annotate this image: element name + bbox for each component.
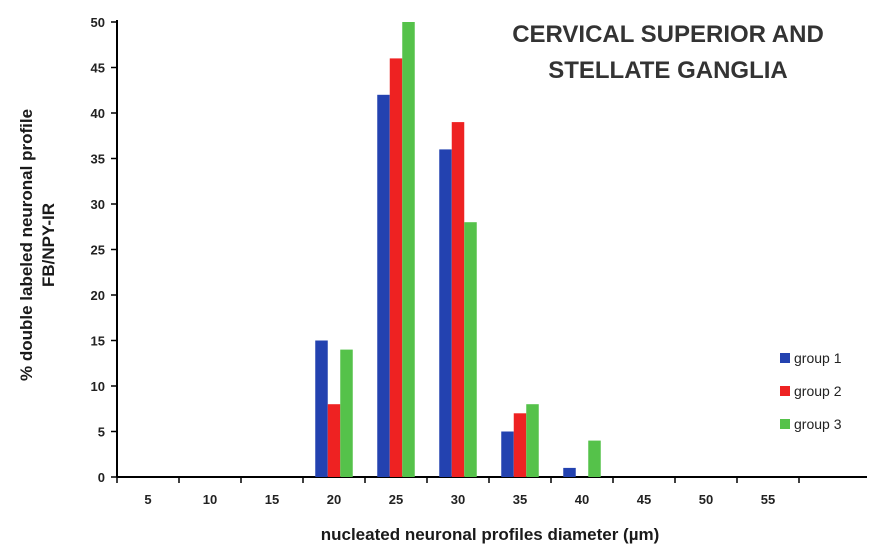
- x-tick-label: 5: [144, 492, 151, 507]
- x-tick-label: 15: [265, 492, 279, 507]
- y-axis-title-line-1: % double labeled neuronal profile: [17, 109, 36, 381]
- bar-group-1-40: [563, 467, 576, 477]
- y-tick-label: 20: [91, 288, 105, 303]
- plot-area: 0 5 10 15 20 25 30 35 40 45 50 5 10 15 20 25 30 35 40 45 50 5…: [91, 15, 867, 507]
- legend-label-group-2: group 2: [794, 383, 842, 399]
- x-tick-label: 50: [699, 492, 713, 507]
- x-tick-label: 25: [389, 492, 403, 507]
- x-tick-label: 45: [637, 492, 651, 507]
- bar-group-1-20: [315, 340, 328, 477]
- y-tick-label: 40: [91, 106, 105, 121]
- chart-title: CERVICAL SUPERIOR AND STELLATE GANGLIA: [512, 21, 824, 84]
- y-axis-title: % double labeled neuronal profile FB/NPY…: [17, 109, 58, 381]
- legend-swatch-group-3: [780, 419, 790, 429]
- legend: group 1 group 2 group 3: [780, 350, 842, 432]
- x-axis-title: nucleated neuronal profiles diameter (µm…: [321, 525, 660, 544]
- x-tick-label: 20: [327, 492, 341, 507]
- legend-label-group-1: group 1: [794, 350, 842, 366]
- bar-group-2-30: [451, 122, 465, 477]
- x-tick-label: 30: [451, 492, 465, 507]
- bar-group-2-20: [327, 404, 341, 477]
- chart-title-line-2: STELLATE GANGLIA: [548, 57, 788, 84]
- bar-group-3-30: [464, 222, 477, 477]
- x-tick-label: 10: [203, 492, 217, 507]
- bar-group-1-30: [439, 149, 452, 477]
- y-tick-label: 15: [91, 334, 105, 349]
- y-tick-label: 30: [91, 197, 105, 212]
- x-tick-label: 40: [575, 492, 589, 507]
- y-tick-label: 10: [91, 379, 105, 394]
- y-tick-label: 35: [91, 152, 105, 167]
- x-tick-label: 35: [513, 492, 527, 507]
- bar-group-1-35: [501, 431, 514, 477]
- bar-group-1-25: [377, 94, 390, 478]
- y-tick-label: 50: [91, 15, 105, 30]
- y-tick-label: 0: [98, 470, 105, 485]
- y-tick-label: 5: [98, 425, 105, 440]
- legend-swatch-group-1: [780, 353, 790, 363]
- bar-group-3-40: [588, 440, 601, 477]
- x-tick-label: 55: [761, 492, 775, 507]
- y-tick-label: 25: [91, 243, 105, 258]
- bar-group-3-25: [402, 22, 415, 477]
- chart-title-line-1: CERVICAL SUPERIOR AND: [512, 21, 824, 48]
- bar-group-3-35: [526, 404, 539, 477]
- legend-swatch-group-2: [780, 386, 790, 396]
- bar-group-2-25: [389, 58, 403, 478]
- y-axis-title-line-2: FB/NPY-IR: [39, 203, 58, 287]
- legend-label-group-3: group 3: [794, 416, 842, 432]
- y-tick-label: 45: [91, 61, 105, 76]
- bar-group-3-20: [340, 349, 353, 477]
- bar-group-2-35: [513, 413, 527, 477]
